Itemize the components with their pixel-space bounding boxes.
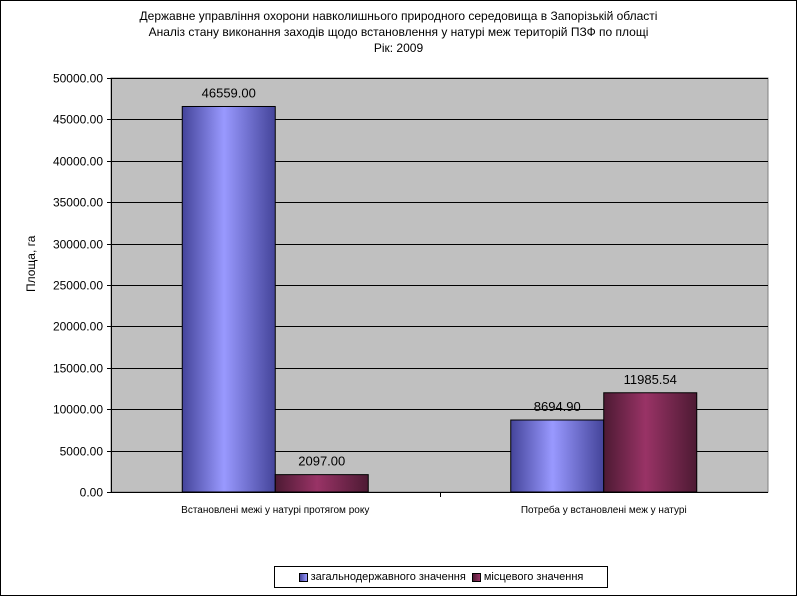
data-label: 11985.54	[624, 372, 677, 387]
data-label: 8694.90	[534, 399, 581, 414]
legend-label-series-2: місцевого значення	[483, 571, 584, 583]
y-tick-label: 15000.00	[53, 362, 103, 376]
legend-swatch-series-1	[298, 572, 308, 582]
bar-1-2	[510, 419, 605, 493]
legend-item-series-2: місцевого значення	[471, 571, 584, 583]
x-tick-label: Встановлені межі у натурі протягом року	[181, 505, 369, 516]
data-label: 46559.00	[202, 85, 256, 100]
y-tick-label: 30000.00	[53, 238, 103, 252]
bar-1-1	[181, 105, 276, 493]
legend: загальнодержавного значення місцевого зн…	[274, 566, 608, 588]
y-tick-label: 10000.00	[53, 403, 103, 417]
chart-title-line-1: Державне управління охорони навколишньог…	[139, 9, 658, 23]
bar-2-1	[274, 474, 369, 493]
y-tick-label: 50000.00	[53, 72, 103, 86]
y-tick-label: 25000.00	[53, 279, 103, 293]
legend-item-series-1: загальнодержавного значення	[298, 571, 466, 583]
data-label: 2097.00	[298, 454, 345, 469]
legend-swatch-series-2	[471, 572, 481, 582]
y-tick-label: 20000.00	[53, 320, 103, 334]
y-tick-label: 0.00	[80, 486, 104, 500]
bar-2-2	[603, 392, 698, 493]
legend-label-series-1: загальнодержавного значення	[310, 571, 466, 583]
y-tick-label: 45000.00	[53, 113, 103, 127]
bar-chart: 0.00 5000.00 10000.00 15000.00 20000.00 25000…	[53, 72, 769, 516]
chart-title-line-3: Рік: 2009	[373, 41, 424, 55]
x-tick-label: Потреба у встановлені меж у натурі	[521, 504, 687, 516]
chart-title-line-2: Аналіз стану виконання заходів щодо вста…	[148, 25, 649, 39]
y-tick-label: 40000.00	[53, 155, 103, 169]
y-tick-label: 35000.00	[53, 196, 103, 210]
y-tick-label: 5000.00	[60, 445, 104, 459]
